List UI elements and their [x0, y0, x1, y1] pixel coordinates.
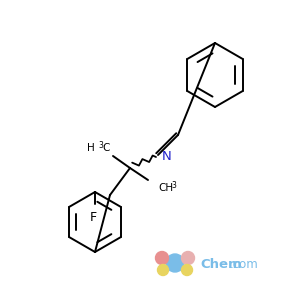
Text: Chem: Chem — [200, 259, 242, 272]
Circle shape — [158, 265, 169, 275]
Circle shape — [155, 251, 169, 265]
Circle shape — [182, 265, 193, 275]
Text: CH: CH — [158, 183, 173, 193]
Circle shape — [166, 254, 184, 272]
Text: F: F — [89, 211, 97, 224]
Text: N: N — [162, 149, 172, 163]
Text: C: C — [102, 143, 110, 153]
Circle shape — [182, 251, 194, 265]
Text: H: H — [87, 143, 95, 153]
Text: 3: 3 — [171, 181, 176, 190]
Text: 3: 3 — [98, 140, 103, 149]
Text: .com: .com — [230, 259, 259, 272]
